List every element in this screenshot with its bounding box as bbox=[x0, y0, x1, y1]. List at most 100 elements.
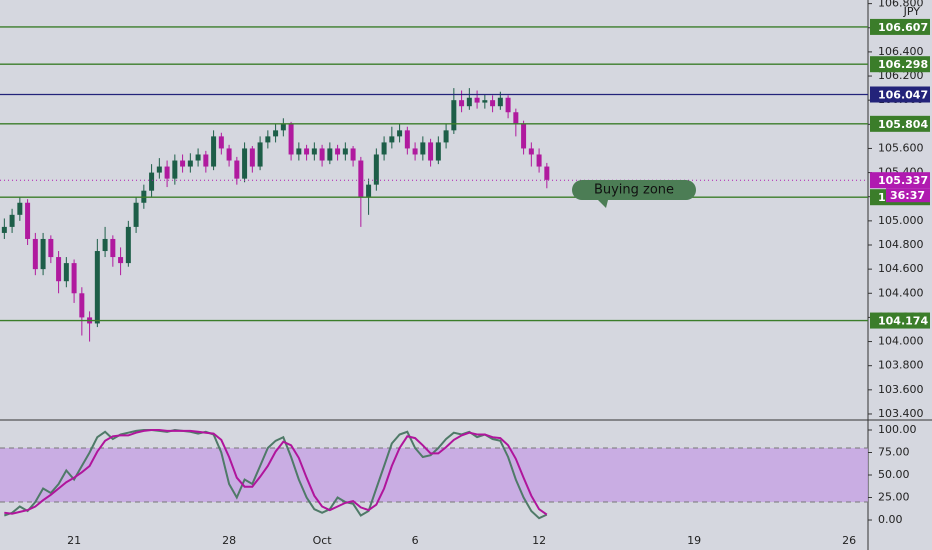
candle-body bbox=[149, 172, 155, 191]
candle-body bbox=[342, 148, 348, 155]
candle-body bbox=[381, 142, 387, 155]
level-label-bg bbox=[870, 312, 930, 329]
candle-body bbox=[71, 263, 77, 294]
x-tick-label: 21 bbox=[67, 534, 81, 547]
candle-body bbox=[164, 166, 170, 179]
candle-body bbox=[172, 160, 178, 179]
candle-body bbox=[288, 124, 294, 155]
x-tick-label: 28 bbox=[222, 534, 236, 547]
candle-body bbox=[459, 100, 465, 107]
level-label-bg bbox=[870, 56, 930, 73]
candle-body bbox=[443, 130, 449, 143]
candle-body bbox=[451, 100, 457, 131]
candle-body bbox=[1, 226, 7, 233]
candle-body bbox=[435, 142, 441, 161]
candle-body bbox=[211, 136, 217, 167]
y-tick-label: 104.000 bbox=[878, 335, 924, 348]
candle-body bbox=[32, 238, 38, 270]
level-label: 105.804 bbox=[878, 118, 928, 131]
candle-body bbox=[110, 238, 116, 258]
candle-body bbox=[17, 202, 23, 215]
candle-body bbox=[226, 148, 232, 161]
candle-body bbox=[350, 148, 356, 161]
band bbox=[0, 447, 868, 503]
last-price-bg bbox=[870, 172, 930, 189]
level-label: 106.298 bbox=[878, 58, 928, 71]
candle-body bbox=[156, 166, 162, 173]
y-tick-label: 105.600 bbox=[878, 141, 924, 154]
level-label-bg bbox=[870, 18, 930, 35]
candle-body bbox=[490, 100, 496, 107]
currency: JPY bbox=[903, 5, 921, 18]
y-tick-label: 105.000 bbox=[878, 214, 924, 227]
y-tick-label: 103.400 bbox=[878, 407, 924, 420]
candle-body bbox=[265, 136, 271, 143]
x-tick-label: 6 bbox=[412, 534, 419, 547]
candle-body bbox=[125, 226, 131, 264]
x-tick-label: 19 bbox=[687, 534, 701, 547]
level-label: 106.607 bbox=[878, 21, 928, 34]
candle-body bbox=[327, 148, 333, 161]
y-tick-label: 106.400 bbox=[878, 45, 924, 58]
countdown-bg bbox=[886, 188, 930, 203]
candle-body bbox=[79, 293, 85, 318]
y-tick-label: 50.00 bbox=[878, 468, 910, 481]
y-tick-label: 104.400 bbox=[878, 286, 924, 299]
y-tick-label: 106.800 bbox=[878, 0, 924, 10]
y-tick-label: 25.00 bbox=[878, 491, 910, 504]
candle-body bbox=[319, 148, 325, 161]
candle-body bbox=[358, 160, 364, 197]
candle-body bbox=[118, 257, 124, 264]
stoch-line bbox=[3, 428, 548, 520]
candle-body bbox=[242, 148, 248, 179]
candle-body bbox=[48, 238, 54, 258]
y-tick-label: 106.200 bbox=[878, 69, 924, 82]
x-tick-label: 12 bbox=[532, 534, 546, 547]
y-tick-label: 0.00 bbox=[878, 513, 903, 526]
annotation-text: Buying zone bbox=[594, 183, 674, 198]
candle-body bbox=[505, 97, 511, 113]
candle-body bbox=[420, 142, 426, 155]
candle-body bbox=[544, 166, 550, 180]
candle-body bbox=[373, 154, 379, 185]
candle-body bbox=[40, 238, 46, 270]
candle-body bbox=[273, 130, 279, 137]
candle-body bbox=[536, 154, 542, 167]
candle-body bbox=[203, 154, 209, 167]
candle-body bbox=[9, 214, 15, 227]
candle-body bbox=[195, 154, 201, 161]
candle-body bbox=[389, 136, 395, 143]
candle-body bbox=[249, 148, 255, 167]
candle-body bbox=[412, 148, 418, 155]
candle-body bbox=[366, 184, 372, 197]
x-tick-label: 26 bbox=[842, 534, 856, 547]
level-label: 104.174 bbox=[878, 315, 928, 328]
level-label: 106.047 bbox=[878, 89, 928, 102]
candle-body bbox=[180, 160, 186, 167]
x-tick-label: Oct bbox=[313, 534, 333, 547]
last-price-label: 105.337 bbox=[878, 174, 928, 187]
candle-body bbox=[234, 160, 240, 179]
candle-body bbox=[311, 148, 317, 155]
candle-body bbox=[497, 97, 503, 107]
candle-body bbox=[25, 202, 31, 239]
candle-body bbox=[528, 148, 534, 155]
y-tick-label: 100.00 bbox=[878, 423, 917, 436]
candle-body bbox=[397, 130, 403, 137]
candle-body bbox=[304, 148, 310, 155]
candle-body bbox=[280, 124, 286, 131]
stoch-line bbox=[4, 429, 548, 516]
candle-body bbox=[56, 257, 62, 282]
y-tick-label: 103.600 bbox=[878, 383, 924, 396]
y-tick-label: 104.600 bbox=[878, 262, 924, 275]
level-label-bg bbox=[870, 115, 930, 132]
candle-body bbox=[94, 251, 100, 324]
candle-body bbox=[296, 148, 302, 155]
candle-body bbox=[404, 130, 410, 149]
candle-body bbox=[474, 97, 480, 103]
level-label-bg bbox=[870, 86, 930, 103]
candle-body bbox=[257, 142, 263, 167]
countdown: 36:37 bbox=[890, 189, 925, 202]
